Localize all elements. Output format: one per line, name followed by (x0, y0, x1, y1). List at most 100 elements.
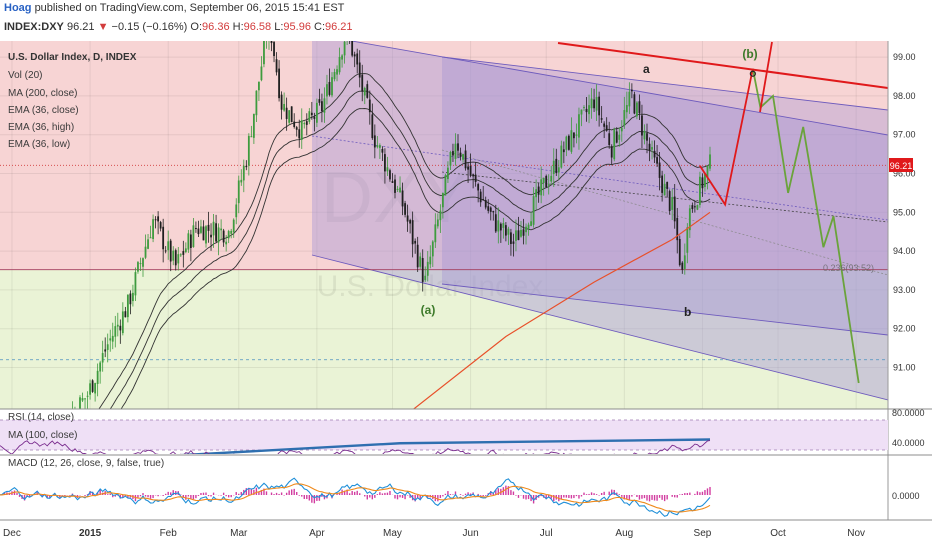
candle-body (288, 110, 291, 123)
candle-body (661, 175, 664, 193)
candle-body (643, 130, 646, 140)
legend-main-title[interactable]: U.S. Dollar Index, D, INDEX (8, 52, 137, 63)
wave-label-b-paren: (b) (742, 47, 757, 61)
macd-histogram-bar (147, 495, 149, 498)
candle-body (321, 101, 323, 112)
macd-histogram-bar (399, 495, 401, 498)
candle-body (250, 136, 253, 138)
macd-histogram-bar (210, 495, 212, 497)
candle-body (709, 154, 711, 169)
candle-body (419, 256, 422, 267)
candle-body (263, 41, 265, 65)
candle-body (595, 96, 598, 111)
macd-tick-0: 0.0000 (892, 491, 920, 501)
legend-ema-close[interactable]: EMA (36, close) (8, 105, 79, 116)
macd-histogram-bar (137, 495, 139, 498)
candle-body (177, 254, 180, 264)
macd-histogram-bar (144, 495, 147, 497)
ma200-line (412, 211, 711, 409)
candle-body (240, 179, 243, 183)
candle-body (600, 118, 603, 120)
candle-body (459, 152, 462, 157)
macd-histogram-bar (593, 493, 595, 495)
macd-histogram-bar (588, 493, 590, 495)
candle-body (217, 227, 220, 243)
wave-label-b: b (684, 305, 691, 319)
watermark-name: U.S. Dollar Index (317, 270, 544, 303)
macd-histogram-bar (172, 490, 174, 495)
candle-body (489, 207, 492, 212)
legend-ema-high[interactable]: EMA (36, high) (8, 122, 75, 133)
candle-body (192, 225, 195, 248)
candle-body (197, 228, 200, 235)
candle-body (313, 117, 316, 119)
macd-histogram-bar (23, 495, 26, 501)
macd-histogram-bar (507, 486, 510, 495)
macd-histogram-bar (114, 495, 116, 497)
candle-body (24, 470, 26, 471)
candle-body (124, 311, 127, 318)
legend-ma200[interactable]: MA (200, close) (8, 88, 78, 99)
price-tick-label: 94.00 (893, 246, 916, 256)
candle-body (184, 248, 187, 253)
macd-histogram-bar (419, 495, 421, 500)
macd-histogram-bar (641, 495, 643, 499)
candle-body (391, 181, 394, 183)
candle-body (295, 127, 298, 130)
time-tick-label: 2015 (79, 528, 102, 539)
macd-histogram-bar (253, 489, 255, 495)
candle-body (373, 135, 376, 148)
macd-histogram-bar (187, 495, 190, 497)
candle-body (11, 480, 13, 486)
candle-body (109, 338, 112, 341)
candle-body (290, 106, 293, 123)
candle-body (512, 241, 515, 244)
macd-histogram-bar (595, 494, 598, 495)
macd-histogram-bar (313, 495, 316, 504)
candle-body (706, 165, 709, 178)
rsi-ma-line (180, 438, 711, 454)
candle-body (270, 41, 273, 44)
candle-body (189, 234, 192, 248)
candle-body (212, 221, 215, 236)
author-name[interactable]: Hoag (4, 2, 32, 14)
candle-body (4, 482, 6, 488)
macd-histogram-bar (263, 488, 265, 495)
legend-ema-low[interactable]: EMA (36, low) (8, 139, 71, 150)
macd-histogram-bar (195, 495, 197, 499)
legend-rsi[interactable]: RSI (14, close) (8, 412, 75, 423)
candle-body (482, 199, 485, 201)
macd-histogram-bar (139, 495, 142, 497)
projection-path-green (751, 68, 860, 384)
macd-histogram-bar (351, 490, 353, 495)
candle-body (522, 229, 525, 236)
legend-macd[interactable]: MACD (12, 26, close, 9, false, true) (8, 458, 165, 469)
candle-body (305, 121, 308, 125)
macd-histogram-bar (477, 493, 479, 495)
candle-body (681, 262, 684, 270)
legend-rsi-ma[interactable]: MA (100, close) (8, 430, 78, 441)
candle-body (14, 485, 16, 486)
macd-histogram-bar (583, 492, 585, 495)
macd-histogram-bar (515, 495, 517, 496)
macd-histogram-bar (346, 489, 348, 495)
candle-body (683, 255, 686, 269)
macd-histogram-bar (414, 495, 416, 502)
macd-histogram-bar (686, 493, 689, 495)
candle-body (590, 98, 593, 109)
macd-histogram-bar (316, 495, 318, 501)
candle-body (641, 115, 643, 136)
macd-histogram-bar (666, 495, 668, 500)
macd-histogram-bar (467, 492, 469, 495)
macd-histogram-bar (69, 495, 71, 496)
macd-histogram-bar (469, 493, 472, 495)
legend-vol[interactable]: Vol (20) (8, 70, 43, 81)
macd-histogram-bar (406, 495, 409, 496)
candle-body (497, 220, 500, 232)
candle-body (86, 395, 89, 397)
last-price: 96.21 (66, 21, 95, 33)
macd-histogram-bar (122, 495, 124, 499)
macd-histogram-bar (205, 492, 207, 495)
macd-histogram-bar (603, 491, 605, 495)
